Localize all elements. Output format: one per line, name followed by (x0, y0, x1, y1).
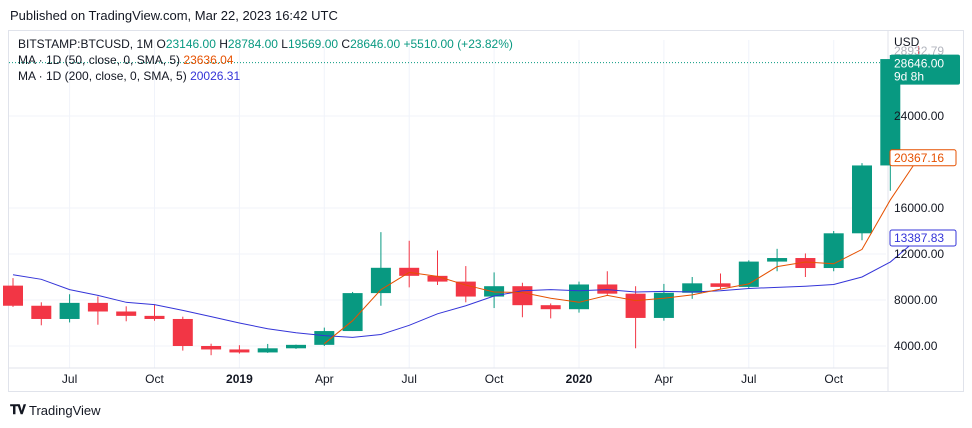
y-tick-label: 24000.00 (894, 109, 944, 123)
brand-name: TradingView (29, 402, 101, 418)
x-tick-label: Apr (655, 372, 674, 386)
candle-body[interactable] (257, 348, 278, 353)
candle-body[interactable] (569, 284, 589, 310)
close-label: C (341, 37, 351, 51)
x-tick-label: 2019 (226, 372, 253, 386)
x-tick-label: Oct (824, 372, 843, 386)
last-price-value: 28646.00 (894, 57, 944, 71)
chart-frame (8, 30, 964, 392)
low-label: L (281, 37, 288, 51)
x-tick-label: Apr (315, 372, 334, 386)
candle-body[interactable] (427, 275, 448, 282)
candle-body[interactable] (314, 331, 335, 345)
close-value: 28646.00 (350, 37, 401, 51)
ma200-row[interactable]: MA · 1D (200, close, 0, SMA, 5) 20026.31 (18, 68, 513, 84)
candle-body[interactable] (484, 286, 505, 297)
candle-body[interactable] (286, 344, 306, 349)
ma50-badge-value: 20367.16 (894, 151, 944, 165)
candle-body[interactable] (59, 302, 80, 319)
candle-body[interactable] (342, 293, 363, 332)
chart-legend: BITSTAMP:BTCUSD, 1M O23146.00 H28784.00 … (18, 36, 513, 84)
ma200-badge-value: 13387.83 (894, 231, 944, 245)
tradingview-logo-icon: 𝐓𝐕 (10, 402, 26, 417)
currency-label: USD (894, 35, 920, 49)
ma200-badge (889, 229, 957, 247)
ohlc-row: BITSTAMP:BTCUSD, 1M O23146.00 H28784.00 … (18, 36, 513, 52)
high-value: 28784.00 (227, 37, 278, 51)
candle-body[interactable] (852, 165, 872, 234)
ma50-row[interactable]: MA · 1D (50, close, 0, SMA, 5) 23636.04 (18, 52, 513, 68)
candle-body[interactable] (625, 293, 646, 318)
candle-body[interactable] (597, 284, 618, 294)
x-tick-label: Oct (145, 372, 164, 386)
ma50-value: 23636.04 (183, 53, 234, 67)
ma50-badge (889, 149, 957, 167)
ma200-value: 20026.31 (190, 69, 241, 83)
published-header: Published on TradingView.com, Mar 22, 20… (10, 8, 338, 23)
candle-body[interactable] (653, 292, 674, 318)
x-tick-label: 2020 (566, 372, 593, 386)
footer-brand[interactable]: 𝐓𝐕 TradingView (10, 402, 101, 418)
candle-body[interactable] (880, 59, 901, 166)
candle-body[interactable] (3, 285, 23, 306)
x-tick-label: Jul (62, 372, 77, 386)
top-price-label: 28932.79 (894, 44, 944, 58)
candle-body[interactable] (455, 281, 476, 297)
candle-body[interactable] (116, 311, 137, 316)
ma200-label: MA · 1D (200, close, 0, SMA, 5) (18, 69, 187, 83)
candle-body[interactable] (31, 305, 52, 319)
symbol-label[interactable]: BITSTAMP:BTCUSD, 1M (18, 37, 154, 51)
high-label: H (219, 37, 228, 51)
candle-body[interactable] (229, 349, 250, 353)
candle-body[interactable] (201, 346, 222, 350)
candle-body[interactable] (172, 318, 193, 346)
x-tick-label: Jul (402, 372, 417, 386)
y-tick-label: 8000.00 (894, 293, 938, 307)
candle-body[interactable] (399, 267, 420, 276)
y-tick-label: 4000.00 (894, 339, 938, 353)
open-value: 23146.00 (165, 37, 216, 51)
countdown-value: 9d 8h (894, 70, 924, 84)
x-tick-label: Oct (485, 372, 504, 386)
y-tick-label: 12000.00 (894, 247, 944, 261)
candle-body[interactable] (767, 258, 788, 262)
candle-body[interactable] (738, 261, 759, 287)
low-value: 19569.00 (287, 37, 339, 51)
ma200-line[interactable] (12, 237, 919, 338)
y-tick-label: 16000.00 (894, 201, 944, 215)
ma50-line[interactable] (323, 157, 920, 345)
candle-body[interactable] (682, 283, 703, 293)
open-label: O (156, 37, 166, 51)
candle-body[interactable] (540, 305, 561, 310)
candle-body[interactable] (823, 233, 844, 269)
x-tick-label: Jul (741, 372, 756, 386)
ma50-label: MA · 1D (50, close, 0, SMA, 5) (18, 53, 181, 67)
candle-body[interactable] (144, 315, 165, 319)
change-value: +5510.00 (+23.82%) (403, 37, 513, 51)
candle-body[interactable] (87, 302, 108, 312)
candle-body[interactable] (710, 283, 731, 287)
last-price-badge (890, 54, 960, 85)
candle-body[interactable] (795, 258, 816, 269)
candle-body[interactable] (512, 286, 533, 306)
